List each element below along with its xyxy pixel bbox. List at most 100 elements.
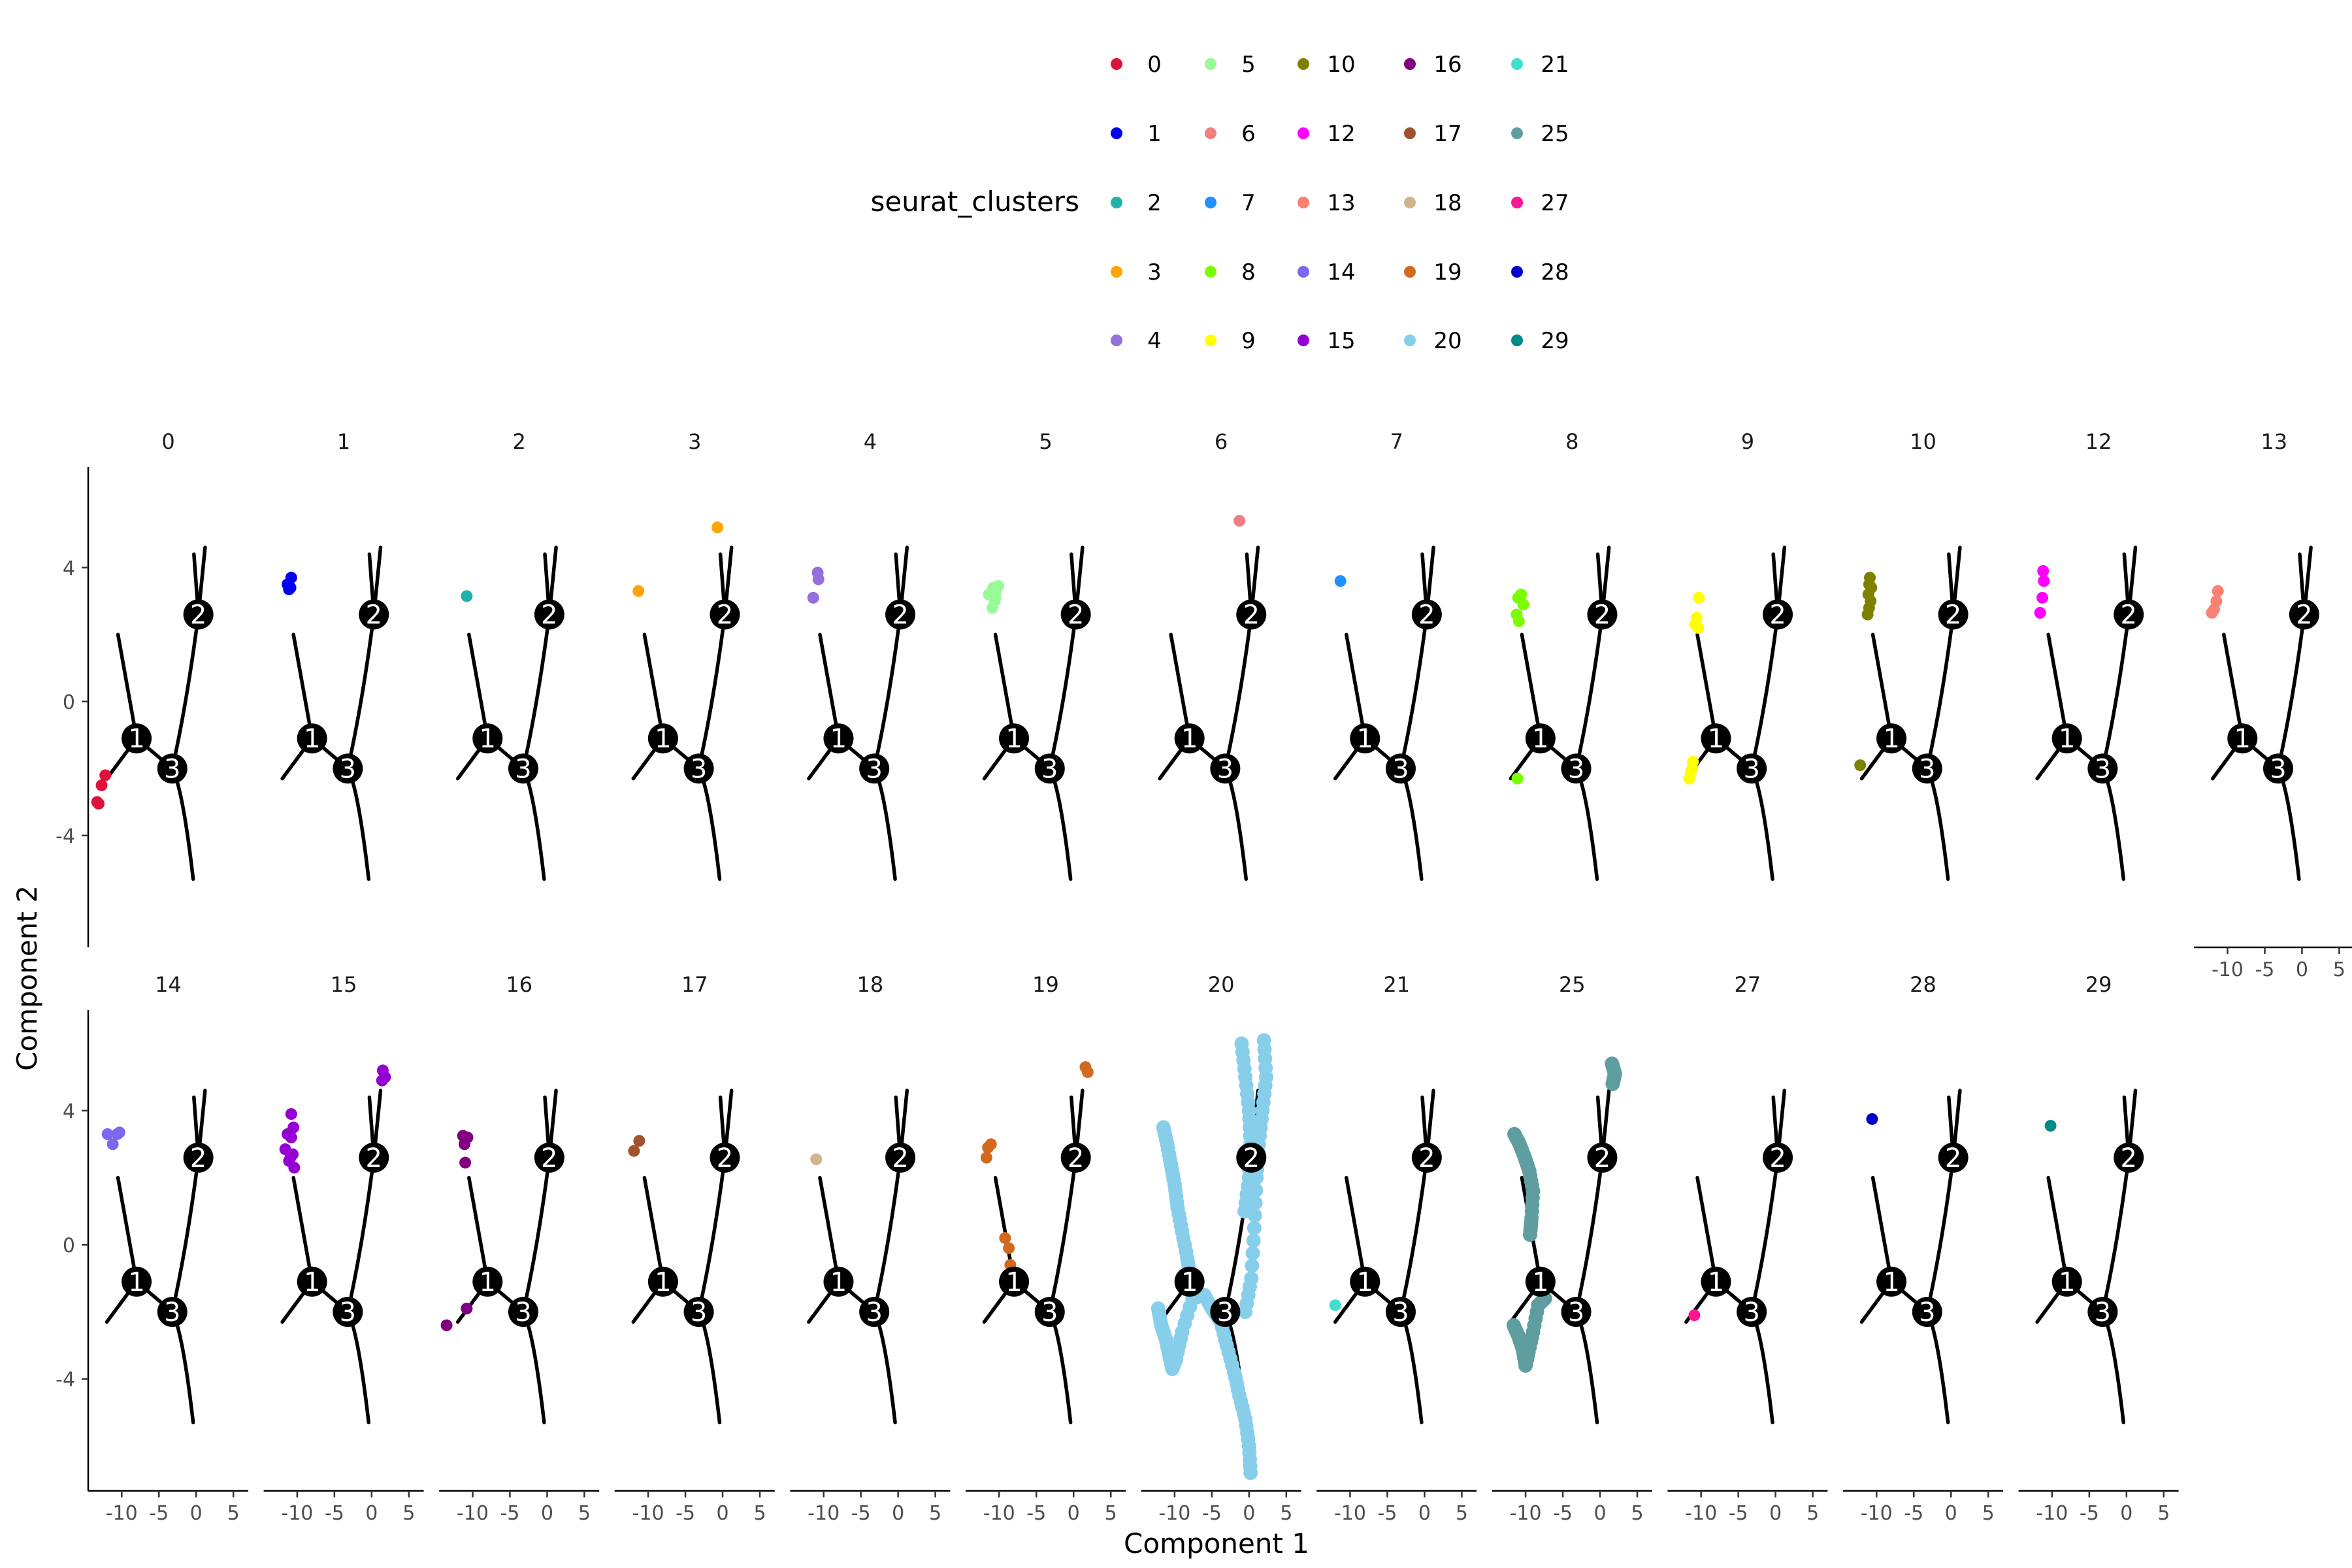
trajectory-branch (116, 632, 139, 740)
cell-point (1512, 615, 1525, 627)
panel-strip-label: 15 (331, 972, 357, 997)
cell-points (279, 1064, 391, 1174)
cell-points (1329, 1299, 1341, 1311)
trajectory-node-label: 2 (1945, 600, 1961, 630)
x-tick-label: -5 (851, 1502, 871, 1525)
trajectory-node-label: 1 (304, 1267, 320, 1298)
cell-point (1866, 1113, 1878, 1125)
trajectory-node-label: 1 (1005, 724, 1022, 754)
cell-point (985, 1138, 997, 1151)
cell-point (458, 1138, 470, 1151)
x-tick-label: 0 (1945, 1502, 1957, 1525)
legend-label-21: 21 (1541, 52, 1569, 78)
trajectory-node (122, 723, 152, 754)
trajectory-branch (1870, 632, 1893, 740)
trajectory-branch (1750, 612, 1780, 771)
x-tick-label: -5 (2080, 1502, 2099, 1525)
panel-strip-label: 0 (161, 429, 174, 454)
trajectory-node (683, 1296, 714, 1327)
panel-strip-label: 12 (2085, 429, 2112, 454)
cell-point (812, 573, 825, 585)
panel-strip-label: 6 (1215, 429, 1228, 454)
legend-label-29: 29 (1541, 328, 1569, 354)
cell-points (1334, 575, 1347, 587)
trajectory-node-label: 2 (366, 1143, 382, 1173)
trajectory-branch (1695, 1175, 1718, 1284)
cell-points (1688, 1309, 1701, 1322)
trajectory-node (823, 723, 854, 754)
legend-label-5: 5 (1241, 52, 1256, 78)
trajectory-node-label: 1 (1005, 1267, 1022, 1298)
trajectory-node (297, 723, 327, 754)
trajectory-node (2227, 723, 2258, 754)
trajectory-node (1737, 753, 1767, 784)
panel-strip-label: 7 (1390, 429, 1403, 454)
x-tick-label: -5 (2255, 958, 2274, 981)
trajectory-branch (1345, 632, 1367, 740)
trajectory-node (534, 1142, 564, 1173)
x-tick-label: 5 (578, 1502, 591, 1525)
trajectory-node (1876, 1266, 1907, 1297)
trajectory-node-label: 3 (1743, 754, 1759, 784)
trajectory-node (1938, 599, 1968, 630)
trajectory-node-label: 2 (1594, 600, 1610, 630)
trajectory-node (1385, 1296, 1416, 1327)
cell-points (282, 572, 297, 596)
trajectory-node-label: 1 (1357, 1267, 1373, 1298)
trajectory-node (1763, 599, 1793, 630)
legend-key-2 (1111, 197, 1122, 208)
trajectory-node-label: 3 (1217, 1298, 1233, 1328)
panel-strip-label: 10 (1910, 429, 1936, 454)
trajectory-branch (291, 632, 314, 740)
legend-key-21 (1511, 58, 1523, 70)
trajectory-node (1350, 1266, 1380, 1297)
trajectory-node-label: 1 (1708, 1267, 1724, 1298)
cell-point (711, 521, 724, 534)
legend-label-19: 19 (1433, 259, 1462, 286)
cell-point (987, 602, 999, 614)
trajectory-branch (346, 1310, 371, 1425)
cell-point (2037, 564, 2050, 577)
trajectory-node (183, 599, 214, 630)
cell-points (2034, 564, 2050, 619)
trajectory-node (1912, 753, 1942, 784)
trajectory-branch (1399, 766, 1424, 881)
cell-points (461, 590, 473, 602)
trajectory-branch (1925, 766, 1950, 881)
legend-key-13 (1298, 197, 1309, 208)
cell-points (1683, 591, 1705, 785)
trajectory-branch (696, 1310, 722, 1425)
trajectory-branch (1399, 612, 1429, 771)
panel-8: 8 13 2 (1509, 429, 1618, 881)
legend-label-13: 13 (1327, 190, 1355, 216)
cell-points (1506, 1056, 1622, 1373)
trajectory-node (1034, 753, 1065, 784)
trajectory-node (1561, 1296, 1592, 1327)
trajectory-node (1411, 1142, 1442, 1173)
trajectory-node-label: 3 (1392, 754, 1409, 784)
legend-label-17: 17 (1433, 121, 1462, 147)
trajectory-node (1587, 599, 1618, 630)
panel-7: 7 13 2 (1333, 429, 1442, 881)
legend-label-9: 9 (1241, 328, 1256, 354)
legend-key-25 (1511, 127, 1523, 139)
trajectory-node-label: 3 (1041, 1298, 1058, 1328)
panel-strip-label: 8 (1565, 429, 1578, 454)
trajectory-node-label: 3 (515, 1298, 531, 1328)
legend-label-6: 6 (1241, 121, 1256, 147)
panel-29: 29 13 2 -10 -5 0 5 (2018, 972, 2179, 1525)
trajectory-node-label: 1 (128, 724, 144, 754)
x-tick-label: -10 (1861, 1502, 1893, 1525)
cell-points (2206, 585, 2224, 619)
trajectory-branch (1750, 1310, 1774, 1425)
panel-5: 5 13 2 (982, 429, 1091, 881)
trajectory-node-label: 1 (830, 1267, 847, 1298)
legend-label-1: 1 (1147, 121, 1162, 147)
cell-points (810, 1153, 823, 1166)
trajectory-node (534, 599, 564, 630)
x-tick-label: 5 (1982, 1502, 1995, 1525)
cell-point (980, 1151, 992, 1164)
legend-label-7: 7 (1241, 190, 1256, 216)
cell-point (810, 1153, 823, 1166)
trajectory-node (2114, 599, 2144, 630)
